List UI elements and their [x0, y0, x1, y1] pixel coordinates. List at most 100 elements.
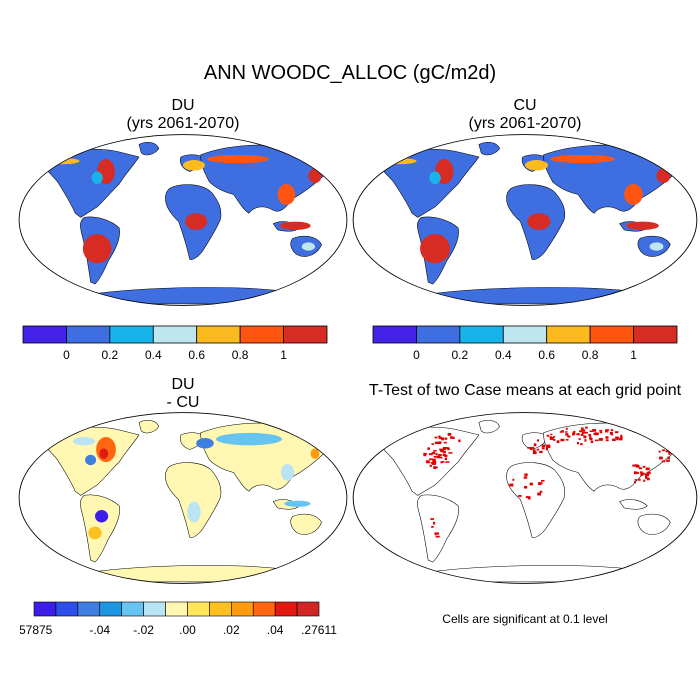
significant-cell	[523, 476, 528, 479]
significant-cell	[668, 451, 671, 455]
significant-cell	[639, 471, 643, 474]
colorbar-cu-label-3: 0.6	[538, 348, 555, 362]
significant-cell	[532, 451, 537, 455]
significant-cell	[658, 450, 661, 453]
significant-cell	[599, 431, 603, 434]
significant-cell	[509, 483, 514, 487]
significant-cell	[641, 472, 645, 475]
colorbar-cu-label-5: 1	[630, 348, 637, 362]
significant-cell	[634, 478, 637, 481]
significant-cell	[644, 474, 648, 478]
significant-cell	[593, 432, 597, 436]
significant-cell	[438, 435, 441, 438]
significant-cell	[537, 492, 542, 496]
significant-cell	[610, 429, 614, 432]
significant-cell	[661, 449, 665, 452]
colorbar-du-swatch-1	[66, 325, 111, 344]
colorbar-cu-swatch-6	[633, 325, 678, 344]
significant-cell	[440, 449, 444, 453]
significant-cell	[632, 464, 637, 467]
significant-cell	[449, 436, 454, 439]
significant-cell	[605, 436, 609, 439]
significant-cell	[435, 535, 440, 538]
colorbar-diff-swatch-10	[252, 601, 276, 617]
significant-cell	[434, 466, 437, 470]
significant-cell	[581, 429, 586, 432]
significant-cell	[434, 436, 438, 439]
significant-cell	[598, 437, 603, 441]
significant-cell	[635, 465, 640, 468]
significant-cell	[546, 445, 551, 449]
colorbar-diff-swatch-12	[296, 601, 320, 617]
colorbar-diff-swatch-5	[143, 601, 166, 617]
colorbar-du-swatch-6	[283, 325, 328, 344]
significant-cell	[433, 521, 436, 525]
significant-cell	[430, 461, 433, 464]
colorbar-du-swatch-0	[22, 325, 67, 344]
significant-cell	[585, 426, 588, 429]
significant-cell	[612, 438, 616, 442]
significant-cell	[665, 459, 670, 462]
significant-cell	[436, 532, 440, 535]
significant-cell	[556, 440, 560, 444]
colorbar-cu-label-0: 0	[413, 348, 420, 362]
significant-cell	[444, 437, 448, 440]
significant-cell	[565, 439, 569, 441]
significant-cell	[529, 447, 533, 451]
colorbar-diff-label-5: .04	[267, 623, 284, 637]
significant-cell	[435, 453, 438, 456]
significant-cell	[576, 441, 579, 445]
significant-cell	[605, 429, 609, 432]
colorbar-cu-swatch-0	[372, 325, 417, 344]
significant-cell	[633, 471, 637, 475]
significant-cell	[616, 437, 619, 441]
significant-cell	[527, 446, 531, 449]
significant-cell	[646, 471, 651, 475]
colorbar-diff-swatch-8	[209, 601, 232, 617]
colorbar-diff-label-6: .27611	[301, 623, 337, 637]
significant-cell	[536, 448, 540, 451]
panel-du-title: DU (yrs 2061-2070)	[18, 97, 348, 133]
significant-cell	[549, 436, 554, 440]
map-du	[18, 134, 348, 306]
significant-cell	[530, 447, 535, 449]
colorbar-du: 0 0.2 0.4 0.6 0.8 1	[22, 325, 328, 362]
colorbar-diff: .57875 -.04 -.02 .00 .02 .04 .27611	[20, 601, 337, 637]
significant-cell	[615, 436, 619, 439]
hotspots-diff	[73, 432, 320, 540]
significant-cell	[438, 453, 442, 457]
significant-cell	[565, 431, 568, 433]
colorbar-du-swatch-3	[152, 325, 198, 344]
significant-cell	[644, 476, 648, 479]
colorbar-diff-swatch-2	[77, 601, 101, 617]
significant-cell	[432, 461, 437, 464]
significant-cell	[439, 456, 443, 459]
significant-cell	[446, 447, 450, 449]
significant-cell	[620, 434, 623, 438]
significant-cell	[524, 473, 528, 477]
significant-cell	[432, 458, 436, 462]
colorbar-du-label-2: 0.4	[145, 348, 162, 362]
significant-cell	[433, 450, 437, 452]
colorbar-diff-swatch-6	[165, 601, 188, 617]
colorbar-cu-swatch-2	[459, 325, 504, 344]
panel-cu-title-line2: (yrs 2061-2070)	[468, 115, 582, 132]
colorbar-diff-label-1: -.04	[89, 623, 110, 637]
significant-cell	[533, 443, 537, 447]
colorbar-diff-swatch-4	[121, 601, 144, 617]
significant-cell	[592, 429, 597, 432]
colorbar-diff-label-2: -.02	[133, 623, 154, 637]
significant-cell	[529, 482, 533, 486]
colorbar-diff-swatch-9	[231, 601, 254, 617]
significant-cell	[581, 431, 586, 434]
significant-cell	[646, 477, 650, 481]
significant-cell	[579, 430, 583, 433]
colorbar-cu-swatch-1	[416, 325, 461, 344]
significant-cell	[437, 441, 441, 445]
significant-cell	[637, 478, 641, 481]
significant-cell	[458, 439, 461, 443]
colorbar-du-swatch-5	[239, 325, 284, 344]
significant-cell	[442, 447, 447, 450]
colorbar-diff-label-3: .00	[179, 623, 196, 637]
significant-cell	[561, 430, 564, 433]
